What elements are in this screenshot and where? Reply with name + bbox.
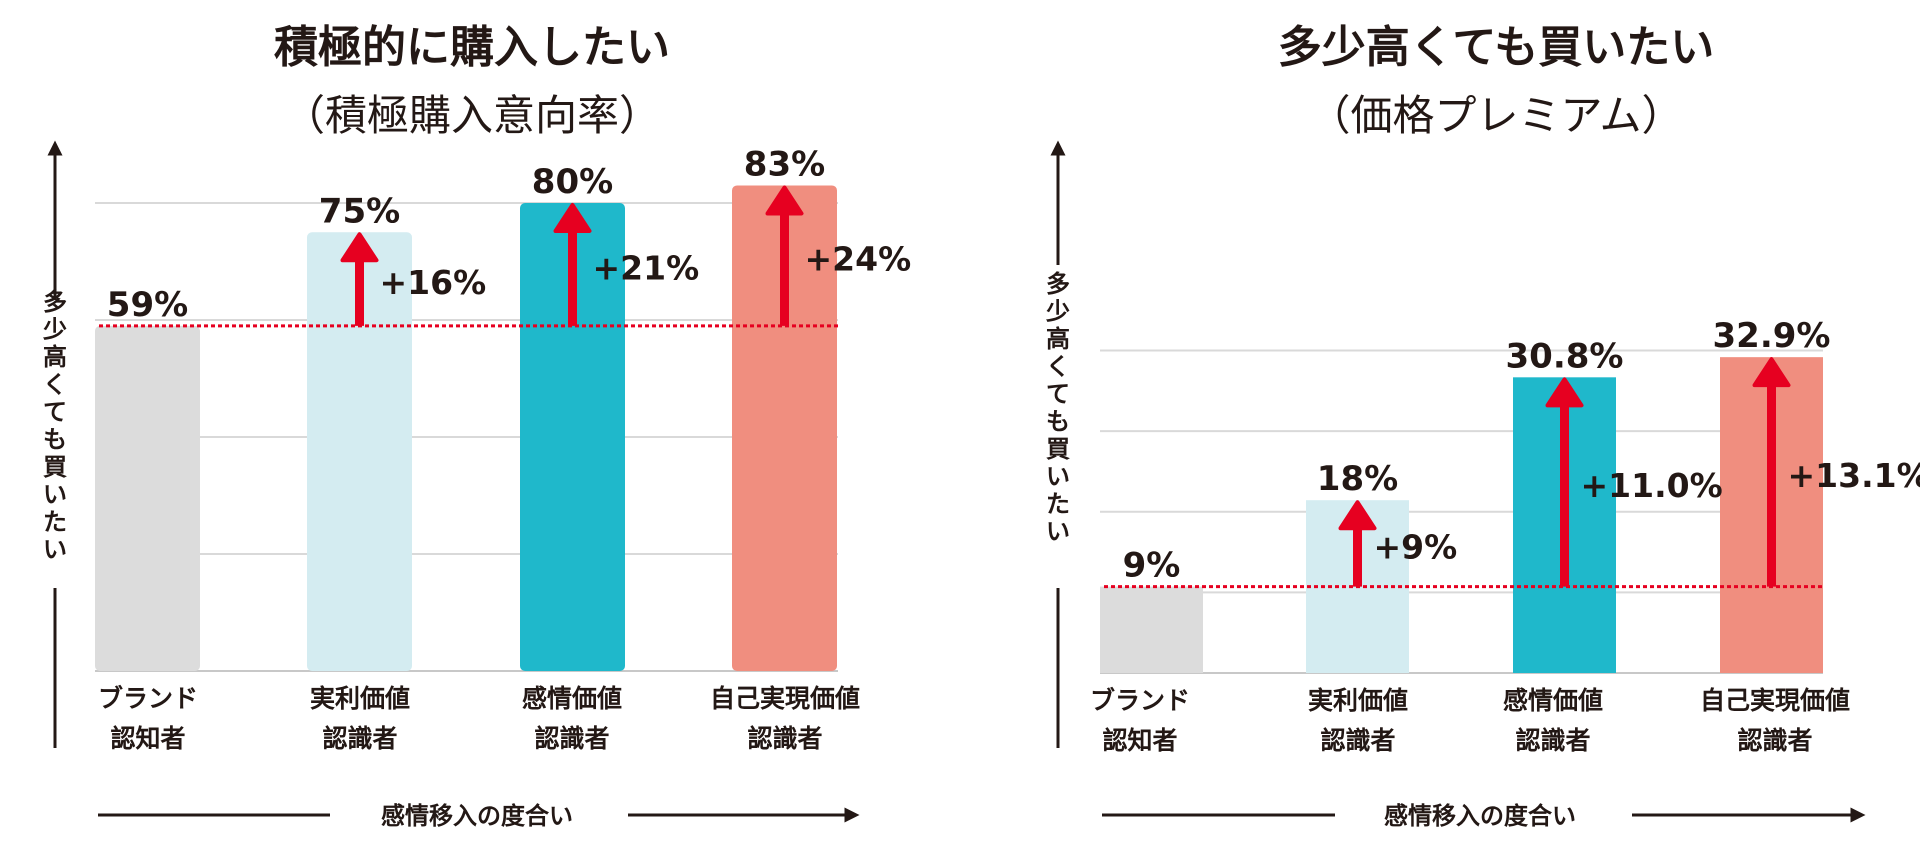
- category-label: 認識者: [322, 724, 397, 753]
- value-label: 80%: [532, 162, 613, 202]
- x-axis-label: 感情移入の度合い: [381, 802, 573, 830]
- category-label: 実利価値: [1308, 686, 1408, 715]
- category-label: 認知者: [1102, 726, 1177, 755]
- chart-subtitle: （積極購入意向率）: [283, 91, 661, 140]
- category-label: 認知者: [110, 724, 185, 753]
- x-axis: 感情移入の度合い: [98, 802, 860, 830]
- x-axis-label: 感情移入の度合い: [1384, 802, 1576, 830]
- x-axis: 感情移入の度合い: [1102, 802, 1866, 830]
- category-label: 自己実現価値: [1700, 686, 1850, 715]
- category-label: ブランド: [1090, 686, 1190, 715]
- category-label: 認識者: [1515, 726, 1590, 755]
- value-label: 83%: [744, 144, 825, 184]
- category-label: 認識者: [1320, 726, 1395, 755]
- delta-label: +13.1%: [1788, 456, 1920, 495]
- increase-arrow-icon: [1338, 500, 1377, 531]
- y-axis-label: 多少高くても買いたい: [42, 288, 67, 564]
- increase-arrow-icon: [1752, 357, 1791, 388]
- increase-arrow-icon: [765, 185, 804, 216]
- bar: [520, 203, 625, 671]
- category-label: ブランド: [98, 684, 198, 713]
- category-label: 認識者: [534, 724, 609, 753]
- bar: [732, 185, 837, 671]
- category-label: 認識者: [1737, 726, 1812, 755]
- y-axis: 多少高くても買いたい: [42, 140, 67, 748]
- delta-label: +11.0%: [1581, 466, 1723, 505]
- y-axis: 多少高くても買いたい: [1045, 140, 1070, 748]
- y-axis-label: 多少高くても買いたい: [1045, 270, 1070, 546]
- increase-arrow-icon: [1545, 377, 1584, 408]
- delta-label: +9%: [1374, 527, 1458, 566]
- category-label: 感情価値: [522, 684, 622, 713]
- chart-subtitle: （価格プレミアム）: [1308, 91, 1683, 140]
- category-label: 実利価値: [310, 684, 410, 713]
- chart-title: 多少高くても買いたい: [1278, 22, 1714, 73]
- category-label: 認識者: [747, 724, 822, 753]
- value-label: 75%: [319, 191, 400, 231]
- category-label: 自己実現価値: [710, 684, 860, 713]
- delta-label: +16%: [380, 263, 487, 302]
- delta-label: +24%: [805, 240, 912, 279]
- increase-arrow-icon: [553, 203, 592, 233]
- value-label: 18%: [1317, 459, 1398, 499]
- chart-title: 積極的に購入したい: [274, 22, 670, 73]
- delta-label: +21%: [593, 248, 700, 287]
- value-label: 9%: [1123, 546, 1181, 586]
- bar: [307, 232, 412, 671]
- value-label: 32.9%: [1713, 316, 1831, 356]
- category-label: 感情価値: [1503, 686, 1603, 715]
- increase-arrow-icon: [340, 232, 379, 263]
- value-label: 59%: [107, 285, 188, 325]
- bar: [95, 325, 200, 671]
- value-label: 30.8%: [1506, 336, 1624, 376]
- bar: [1100, 586, 1203, 673]
